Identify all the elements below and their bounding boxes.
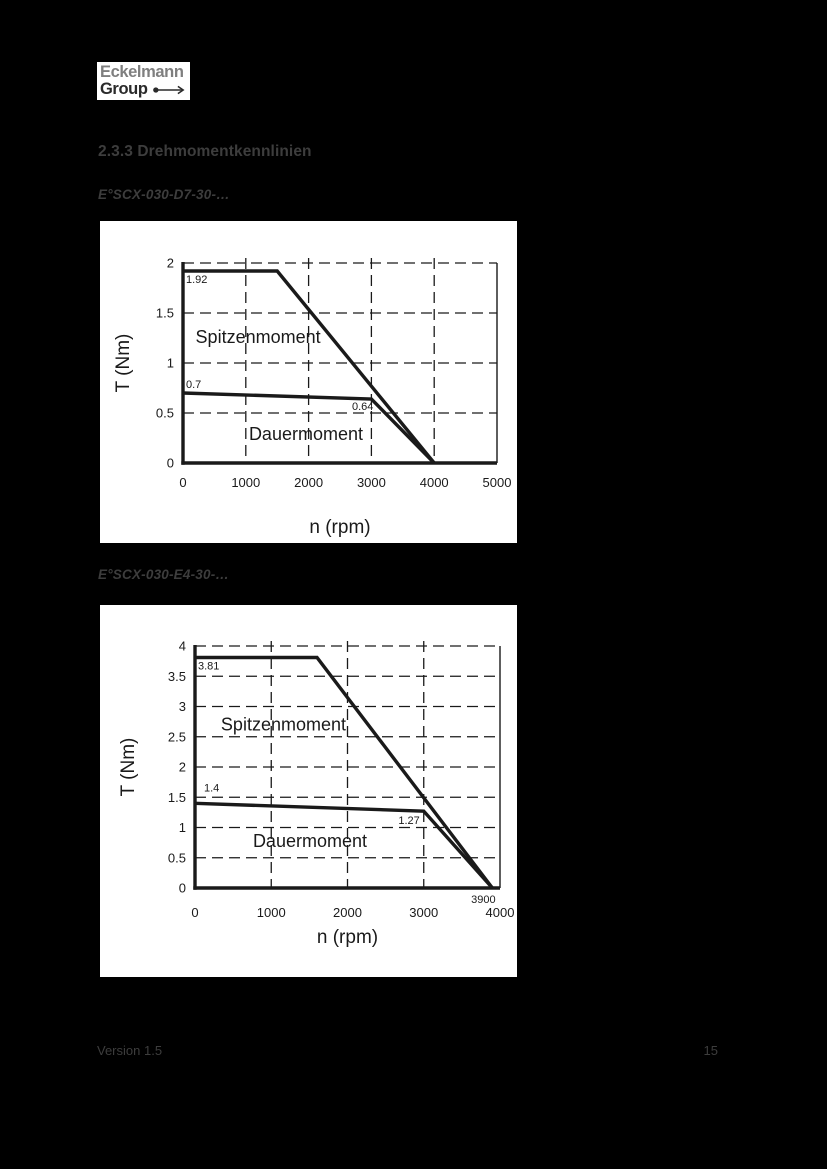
svg-text:n (rpm): n (rpm) xyxy=(309,517,370,538)
svg-text:1.4: 1.4 xyxy=(204,782,219,794)
svg-text:2000: 2000 xyxy=(294,475,323,490)
svg-text:Spitzenmoment: Spitzenmoment xyxy=(196,327,321,347)
svg-text:Dauermoment: Dauermoment xyxy=(249,424,363,444)
svg-text:1.5: 1.5 xyxy=(168,790,186,805)
torque-chart-e4: 0 0.5 1 1.5 2 2.5 3 3.5 4 0 1000 2000 3000 4000 Spitze… xyxy=(100,605,517,977)
svg-text:3000: 3000 xyxy=(409,905,438,920)
logo-text-group: Group xyxy=(100,80,148,98)
logo-arrow-icon xyxy=(152,85,185,94)
svg-text:2.5: 2.5 xyxy=(168,729,186,744)
torque-chart-d7-canvas: 0 0.5 1 1.5 2 0 1000 2000 3000 4000 5000 Spitzenmom… xyxy=(113,256,512,539)
svg-text:3900: 3900 xyxy=(471,894,495,906)
model-title-e4: E°SCX-030-E4-30-… xyxy=(98,567,230,582)
svg-text:1: 1 xyxy=(179,820,186,835)
svg-text:4000: 4000 xyxy=(420,475,449,490)
svg-text:5000: 5000 xyxy=(483,475,512,490)
footer-page-number: 15 xyxy=(703,1043,718,1058)
section-heading: 2.3.3 Drehmomentkennlinien xyxy=(98,143,312,160)
svg-text:Dauermoment: Dauermoment xyxy=(253,831,367,851)
svg-text:0: 0 xyxy=(179,881,186,896)
svg-text:1.92: 1.92 xyxy=(186,274,207,286)
torque-chart-d7: 0 0.5 1 1.5 2 0 1000 2000 3000 4000 5000 Spitzenmom… xyxy=(100,221,517,543)
eckelmann-logo: Eckelmann Group xyxy=(97,62,190,100)
svg-text:3.81: 3.81 xyxy=(198,660,219,672)
svg-text:Spitzenmoment: Spitzenmoment xyxy=(221,715,346,735)
svg-text:0: 0 xyxy=(179,475,186,490)
svg-text:2000: 2000 xyxy=(333,905,362,920)
torque-chart-e4-canvas: 0 0.5 1 1.5 2 2.5 3 3.5 4 0 1000 2000 3000 4000 Spitze… xyxy=(118,639,515,949)
svg-text:0.7: 0.7 xyxy=(186,379,201,391)
logo-row: Group xyxy=(100,81,187,98)
svg-text:3000: 3000 xyxy=(357,475,386,490)
svg-text:4: 4 xyxy=(179,639,186,654)
svg-text:T (Nm): T (Nm) xyxy=(113,334,134,393)
svg-text:0: 0 xyxy=(167,456,174,471)
svg-text:1.27: 1.27 xyxy=(398,815,419,827)
footer-version: Version 1.5 xyxy=(97,1043,163,1058)
svg-text:3: 3 xyxy=(179,699,186,714)
svg-text:0.5: 0.5 xyxy=(156,406,174,421)
svg-text:0.5: 0.5 xyxy=(168,850,186,865)
svg-text:1.5: 1.5 xyxy=(156,306,174,321)
svg-text:0.64: 0.64 xyxy=(352,401,373,413)
model-title-d7: E°SCX-030-D7-30-… xyxy=(98,187,230,202)
svg-text:n (rpm): n (rpm) xyxy=(317,927,378,948)
svg-text:2: 2 xyxy=(167,256,174,271)
svg-text:4000: 4000 xyxy=(486,905,515,920)
svg-text:2: 2 xyxy=(179,760,186,775)
svg-text:1000: 1000 xyxy=(231,475,260,490)
svg-text:1: 1 xyxy=(167,356,174,371)
logo-text-eckelmann: Eckelmann xyxy=(100,63,184,81)
svg-text:0: 0 xyxy=(191,905,198,920)
svg-text:1000: 1000 xyxy=(257,905,286,920)
svg-text:T (Nm): T (Nm) xyxy=(118,738,139,797)
svg-text:3.5: 3.5 xyxy=(168,669,186,684)
